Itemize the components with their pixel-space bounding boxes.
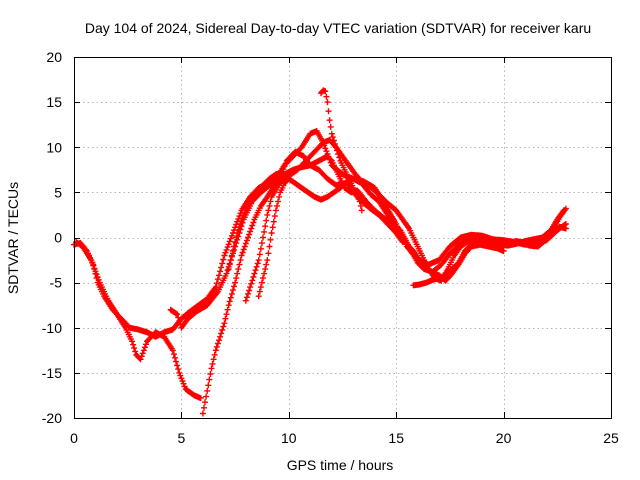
data-marker-path: [242, 137, 567, 304]
y-tick-label: 15: [46, 94, 62, 110]
series-track-8: [318, 87, 365, 214]
x-axis-label: GPS time / hours: [287, 457, 394, 473]
data-marker-path: [318, 87, 365, 214]
series-track-10: [517, 205, 569, 250]
x-tick-label: 0: [70, 430, 78, 446]
x-tick-label: 25: [603, 430, 619, 446]
series-track-7: [255, 175, 292, 300]
y-tick-label: 0: [54, 230, 62, 246]
y-tick-label: -10: [42, 320, 62, 336]
x-tick-label: 20: [496, 430, 512, 446]
y-tick-label: -20: [42, 410, 62, 426]
x-tick-label: 5: [178, 430, 186, 446]
data-points: [71, 87, 569, 417]
series-track-6: [242, 137, 567, 304]
chart-title: Day 104 of 2024, Sidereal Day-to-day VTE…: [85, 20, 591, 36]
y-axis-label: SDTVAR / TECUs: [5, 182, 21, 294]
x-tick-label: 10: [281, 430, 297, 446]
y-tick-label: -15: [42, 365, 62, 381]
data-marker-path: [517, 205, 569, 250]
series-track-2: [73, 239, 204, 402]
x-tick-label: 15: [388, 430, 404, 446]
y-tick-label: -5: [50, 275, 63, 291]
data-marker-path: [73, 239, 204, 402]
y-tick-label: 10: [46, 139, 62, 155]
axis-ticks: 0 5 10 15 20 25 -20 -15 -10 -5 0 5 10 15 20: [42, 49, 619, 446]
data-marker-path: [255, 175, 292, 300]
y-tick-label: 20: [46, 49, 62, 65]
y-tick-label: 5: [54, 184, 62, 200]
